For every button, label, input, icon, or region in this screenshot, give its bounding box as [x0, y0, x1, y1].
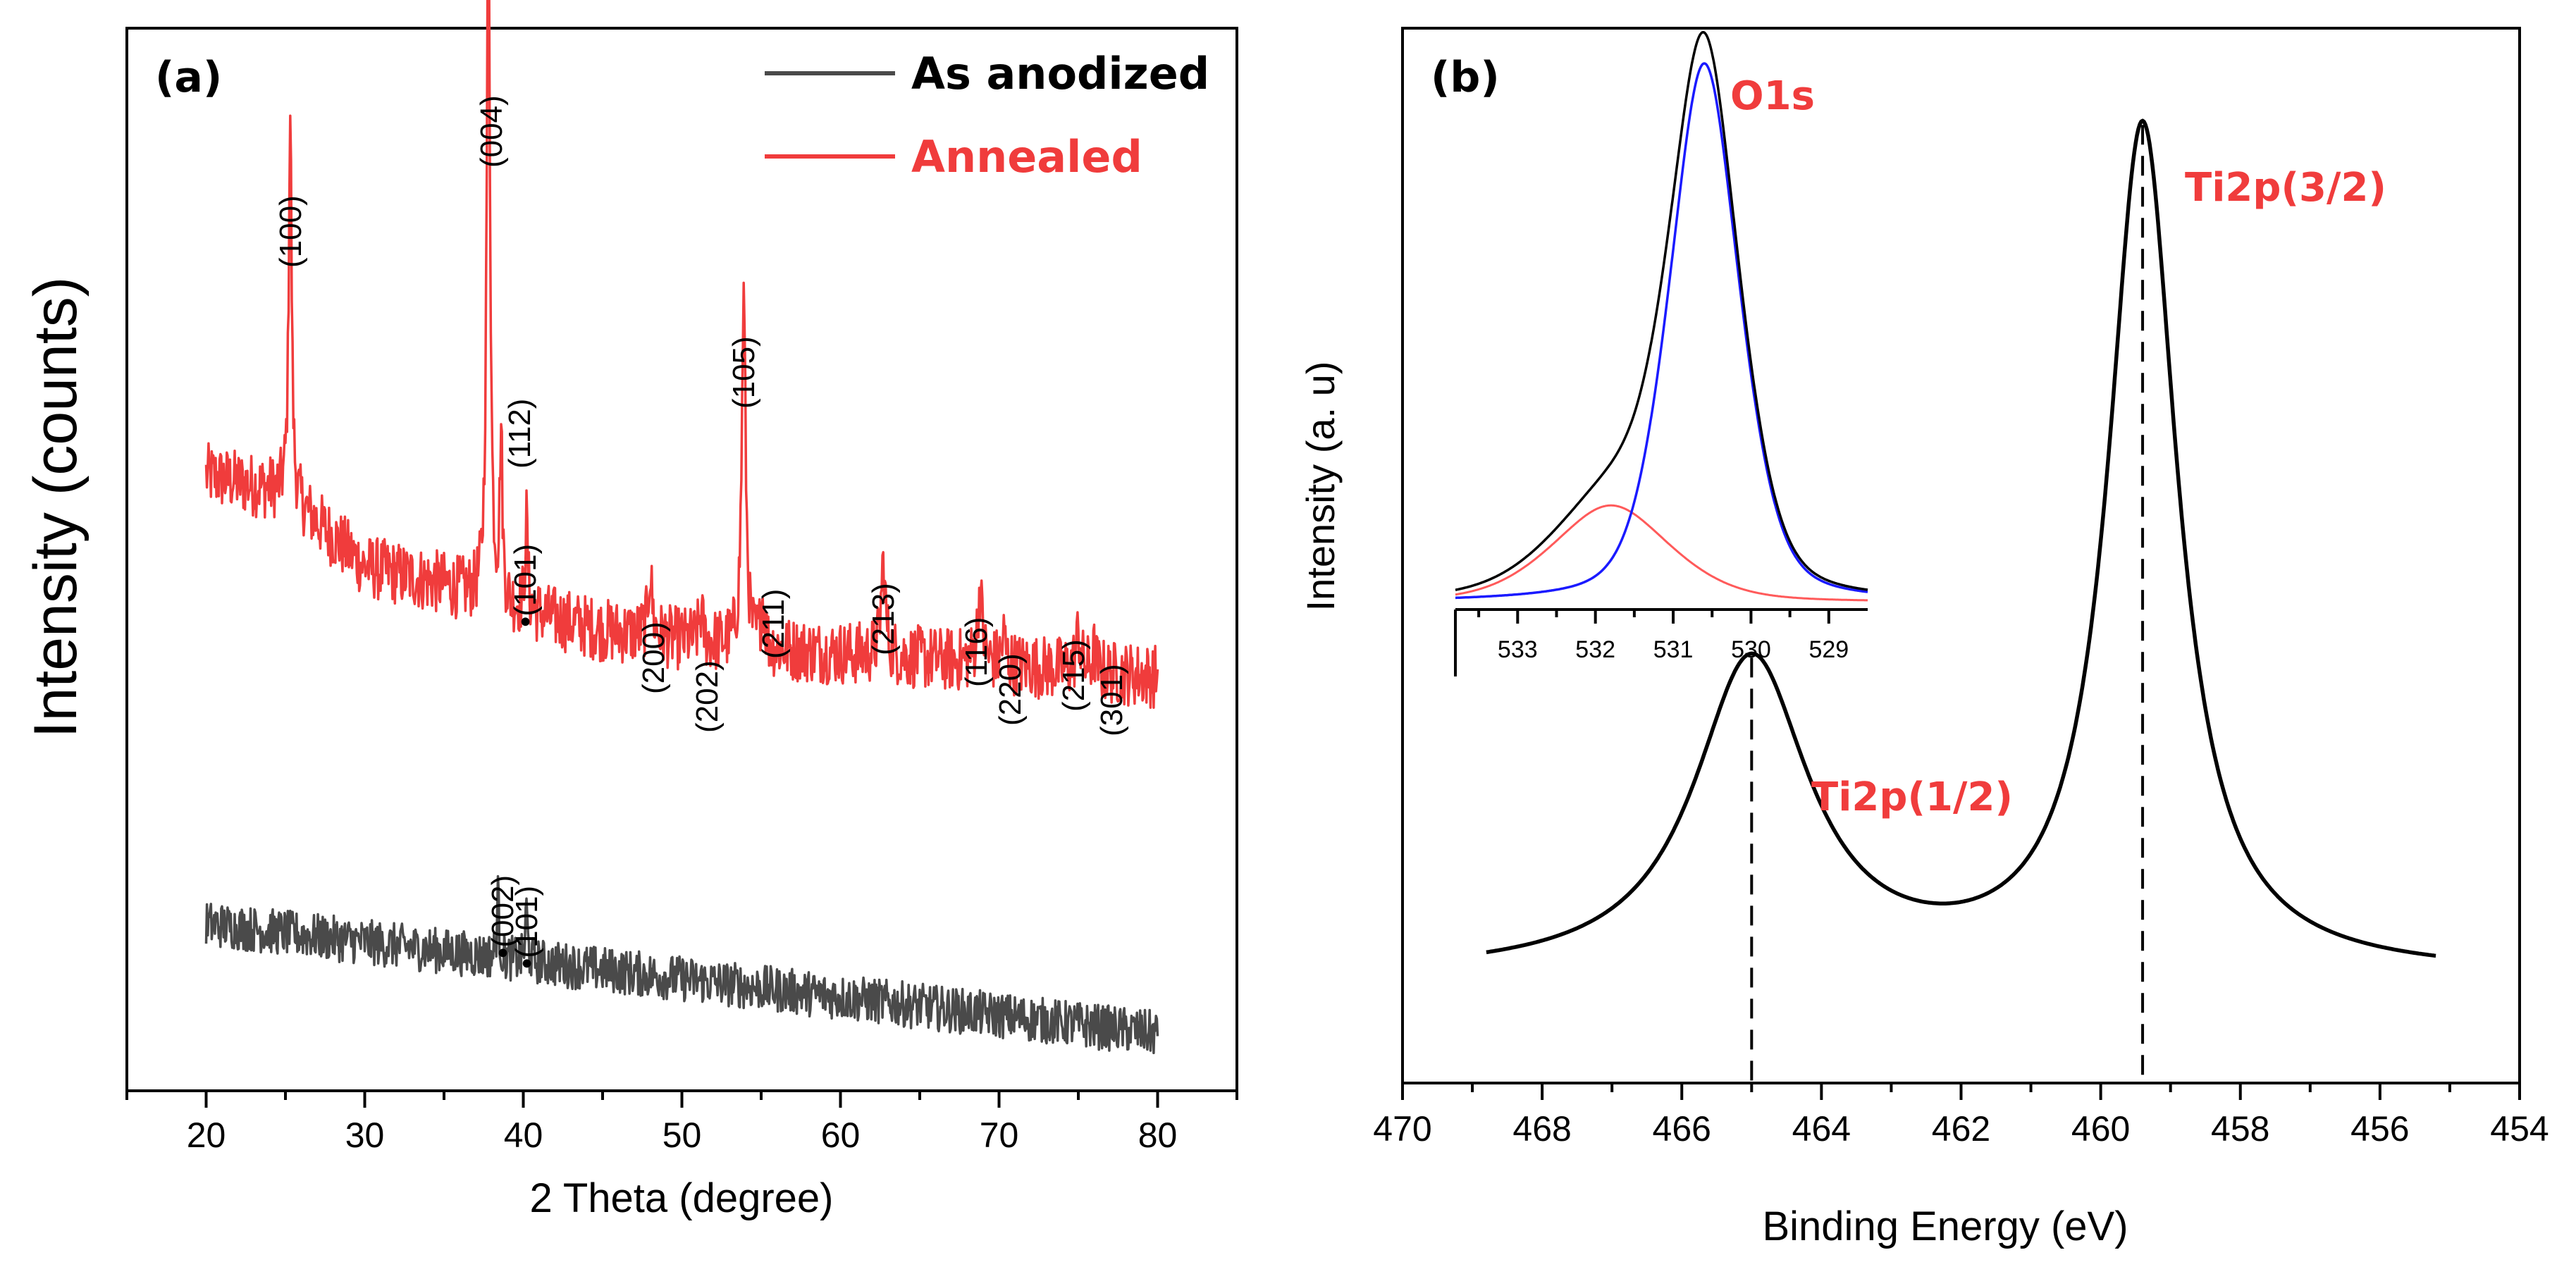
inset-x-ticks: 533 532 531 530 529 [1477, 610, 1849, 663]
inset-x-tick-label: 530 [1731, 636, 1771, 663]
peak-label-220: (220) [993, 653, 1028, 726]
legend-label-annealed: Annealed [911, 131, 1142, 183]
x-tick-label: 468 [1512, 1109, 1571, 1149]
inset-x-tick-label: 533 [1498, 636, 1538, 663]
panel-a-label: (a) [155, 53, 222, 102]
panel-b-x-ticks: 470 468 466 464 462 460 458 456 454 [1373, 1083, 2549, 1149]
peak-label-211: (211) [756, 589, 791, 659]
panel-a-y-axis-title: Intensity (counts) [22, 277, 90, 738]
x-tick-label: 462 [1932, 1109, 1990, 1149]
x-tick-label: 458 [2211, 1109, 2269, 1149]
as-anodized-xrd-trace [204, 874, 1159, 1055]
o1s-label: O1s [1730, 73, 1815, 119]
inset-x-tick-label: 532 [1575, 636, 1615, 663]
panel-a-x-ticks: 20 30 40 50 60 70 80 [125, 1091, 1238, 1155]
peak-label-116: (116) [959, 617, 994, 687]
peak-label-213: (213) [866, 583, 901, 655]
peak-label-202: (202) [690, 660, 725, 733]
o1s-envelope-trace [1455, 31, 1868, 591]
inset-x-tick-label: 531 [1653, 636, 1694, 663]
annealed-xrd-trace [204, 0, 1159, 709]
x-tick-label: 464 [1792, 1109, 1851, 1149]
panel-b-x-axis-title: Binding Energy (eV) [1762, 1204, 2128, 1249]
peak-label-101-annealed: •(101) [508, 544, 543, 627]
peak-label-301: (301) [1095, 664, 1129, 736]
peak-label-ti2p-three-halves: Ti2p(3/2) [2185, 165, 2386, 211]
panel-b: 470 468 466 464 462 460 458 456 454 Binding Ener… [1298, 27, 2549, 1249]
inset-x-tick-label: 529 [1808, 636, 1849, 663]
peak-label-002-anodized: •(002) [486, 875, 520, 958]
peak-label-215: (215) [1056, 639, 1091, 712]
peak-label-ti2p-half: Ti2p(1/2) [1811, 774, 2013, 820]
peak-label-200: (200) [636, 621, 671, 694]
x-tick-label: 80 [1138, 1115, 1178, 1155]
x-tick-label: 470 [1373, 1109, 1431, 1149]
o1s-inset: 533 532 531 530 529 O1s [1454, 31, 1868, 676]
x-tick-label: 454 [2490, 1109, 2549, 1149]
panel-a-legend: As anodized Annealed [765, 48, 1209, 183]
o1s-oti-component-trace [1455, 62, 1868, 600]
x-tick-label: 466 [1653, 1109, 1711, 1149]
peak-label-105: (105) [727, 336, 761, 409]
peak-label-101-anodized: •(101) [510, 886, 544, 969]
x-tick-label: 20 [187, 1115, 226, 1155]
x-tick-label: 40 [504, 1115, 543, 1155]
x-tick-label: 460 [2071, 1109, 2130, 1149]
panel-a: 20 30 40 50 60 70 80 2 Theta (degree) Intensit… [22, 0, 1238, 1221]
panel-b-label: (b) [1431, 53, 1500, 102]
x-tick-label: 50 [663, 1115, 702, 1155]
legend-label-as-anodized: As anodized [911, 48, 1209, 99]
panel-a-x-axis-title: 2 Theta (degree) [530, 1175, 834, 1221]
peak-label-004: (004) [474, 95, 509, 168]
peak-label-100: (100) [273, 195, 308, 268]
x-tick-label: 30 [345, 1115, 385, 1155]
o1s-oh-component-trace [1455, 504, 1868, 602]
x-tick-label: 60 [821, 1115, 861, 1155]
panel-a-peak-annotations: (100) (004) (112) •(101) (200) (202) (10… [273, 95, 1129, 969]
x-tick-label: 456 [2350, 1109, 2409, 1149]
peak-label-112: (112) [503, 399, 537, 469]
panel-b-y-axis-title: Intensity (a. u) [1298, 361, 1343, 612]
x-tick-label: 70 [980, 1115, 1019, 1155]
ti2p-xps-trace [1486, 118, 2436, 958]
